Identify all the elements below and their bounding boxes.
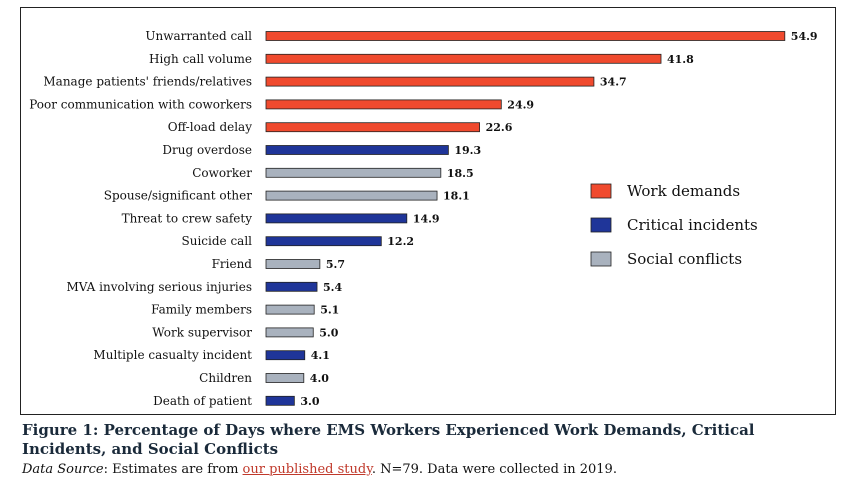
- value-label: 22.6: [486, 121, 513, 134]
- legend-entry: Critical incidents: [627, 216, 758, 234]
- value-label: 24.9: [507, 98, 534, 111]
- bar-chart: Unwarranted call High call volume Manage p…: [29, 29, 818, 408]
- data-source-text-2: . N=79. Data were collected in 2019.: [371, 462, 617, 477]
- legend-swatch: [590, 183, 612, 199]
- bar: [265, 327, 314, 338]
- category-label: Friend: [212, 257, 253, 271]
- bar: [265, 213, 408, 224]
- bar: [265, 190, 438, 201]
- category-label: Death of patient: [153, 394, 252, 408]
- value-label: 5.0: [319, 326, 338, 339]
- bar: [265, 304, 315, 315]
- value-label: 12.2: [387, 235, 414, 248]
- data-source-label: Data Source: [22, 462, 104, 477]
- legend-swatch: [590, 217, 612, 233]
- value-label: 34.7: [600, 76, 627, 89]
- category-label: Multiple casualty incident: [93, 348, 252, 362]
- value-label: 18.5: [447, 167, 474, 180]
- value-label: 54.9: [791, 30, 818, 43]
- category-label: Drug overdose: [162, 143, 252, 157]
- value-label: 3.0: [300, 395, 319, 408]
- figure-caption: Figure 1: Percentage of Days where EMS W…: [22, 421, 755, 458]
- value-label: 5.4: [323, 281, 342, 294]
- bar: [265, 395, 295, 406]
- category-label: Coworker: [192, 166, 252, 180]
- bar: [265, 53, 662, 64]
- category-label: Unwarranted call: [145, 29, 252, 43]
- bar: [265, 31, 786, 41]
- value-label: 14.9: [413, 212, 440, 225]
- legend-swatch: [590, 251, 612, 267]
- category-label: Work supervisor: [152, 325, 252, 339]
- category-label: Children: [199, 371, 252, 385]
- category-label: Off-load delay: [168, 120, 252, 134]
- chart-frame: Unwarranted call High call volume Manage p…: [20, 7, 836, 415]
- value-label: 4.0: [310, 372, 329, 385]
- bar: [265, 99, 502, 110]
- category-label: Manage patients' friends/relatives: [43, 75, 252, 89]
- category-label: Spouse/significant other: [104, 189, 253, 203]
- value-label: 5.7: [326, 258, 345, 271]
- bar: [265, 259, 321, 269]
- category-label: MVA involving serious injuries: [67, 280, 252, 294]
- value-label: 41.8: [667, 53, 694, 66]
- bar: [265, 122, 480, 133]
- bar: [265, 76, 595, 87]
- bar: [265, 236, 382, 247]
- value-label: 18.1: [443, 190, 470, 203]
- category-label: Poor communication with coworkers: [29, 97, 252, 111]
- bar: [265, 145, 449, 155]
- legend-entry: Work demands: [627, 182, 740, 200]
- value-label: 19.3: [454, 144, 481, 157]
- bar: [265, 167, 442, 178]
- bar: [265, 350, 306, 361]
- category-label: High call volume: [149, 52, 252, 66]
- legend-entry: Social conflicts: [627, 250, 742, 268]
- category-label: Family members: [151, 303, 252, 317]
- value-label: 5.1: [320, 304, 339, 317]
- bar: [265, 373, 305, 383]
- data-source-line: Data Source: Estimates are from our publ…: [22, 462, 842, 477]
- category-label: Suicide call: [182, 234, 253, 248]
- value-label: 4.1: [311, 349, 330, 362]
- bar: [265, 281, 318, 292]
- published-study-link[interactable]: our published study: [242, 462, 372, 477]
- category-label: Threat to crew safety: [122, 211, 253, 225]
- data-source-text-1: : Estimates are from: [103, 462, 243, 477]
